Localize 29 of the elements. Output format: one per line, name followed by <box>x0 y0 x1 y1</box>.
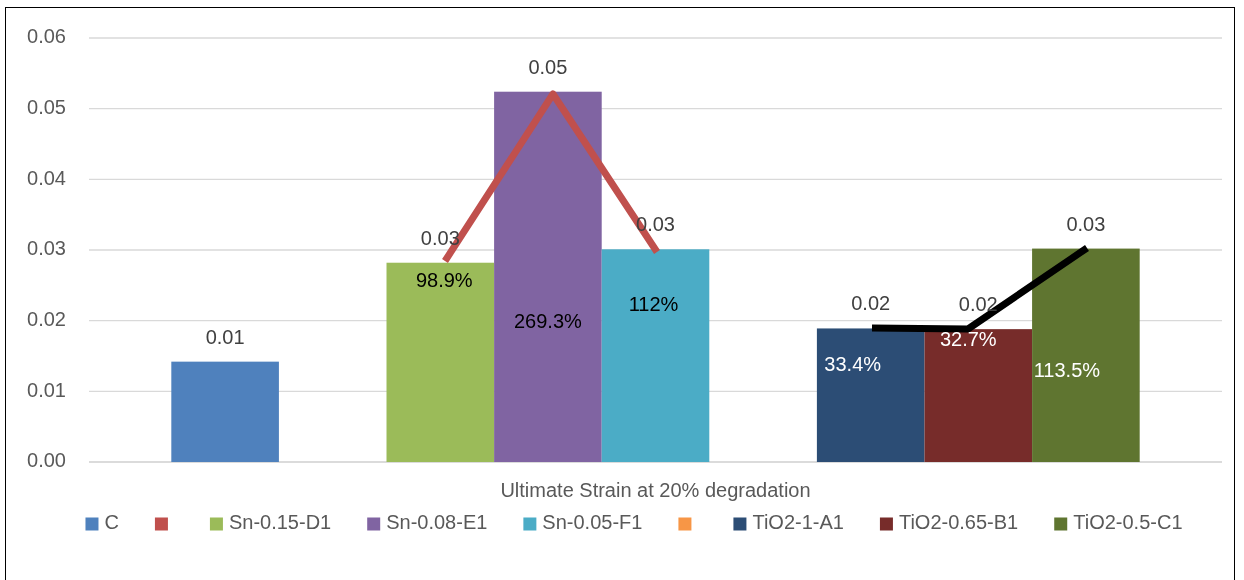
y-tick-label: 0.00 <box>27 449 66 472</box>
annotation: 112% <box>628 293 679 316</box>
annotation: 269.3% <box>513 309 583 332</box>
bar <box>816 328 925 462</box>
data-label: 0.05 <box>528 55 568 78</box>
y-tick-label: 0.02 <box>27 307 66 330</box>
y-tick-label: 0.05 <box>27 95 66 118</box>
data-label: 0.02 <box>851 292 891 315</box>
legend-label: Sn-0.08-E1 <box>386 511 488 534</box>
legend-label: Sn-0.05-F1 <box>542 511 643 534</box>
data-label: 0.02 <box>958 293 998 316</box>
legend-label: TiO2-0.65-B1 <box>898 511 1019 534</box>
x-tick-label: Ultimate Strain at 20% degradation <box>500 479 811 502</box>
annotation: 113.5% <box>1033 358 1101 381</box>
legend-label: C <box>104 511 119 534</box>
annotation: 98.9% <box>415 269 473 291</box>
annotation: 33.4% <box>824 353 882 376</box>
bar <box>386 262 495 462</box>
bar <box>171 361 279 462</box>
y-tick-label: 0.01 <box>27 378 66 401</box>
y-tick-label: 0.04 <box>27 166 66 189</box>
legend-label: TiO2-0.5-C1 <box>1073 511 1183 534</box>
legend-label: TiO2-1-A1 <box>752 511 844 534</box>
y-tick-label: 0.03 <box>27 237 66 260</box>
y-tick-label: 0.06 <box>27 25 66 48</box>
legend-label: Sn-0.15-D1 <box>228 511 332 534</box>
data-label: 0.03 <box>1066 212 1106 235</box>
data-label: 0.01 <box>205 325 245 348</box>
annotation: 32.7% <box>939 328 997 351</box>
